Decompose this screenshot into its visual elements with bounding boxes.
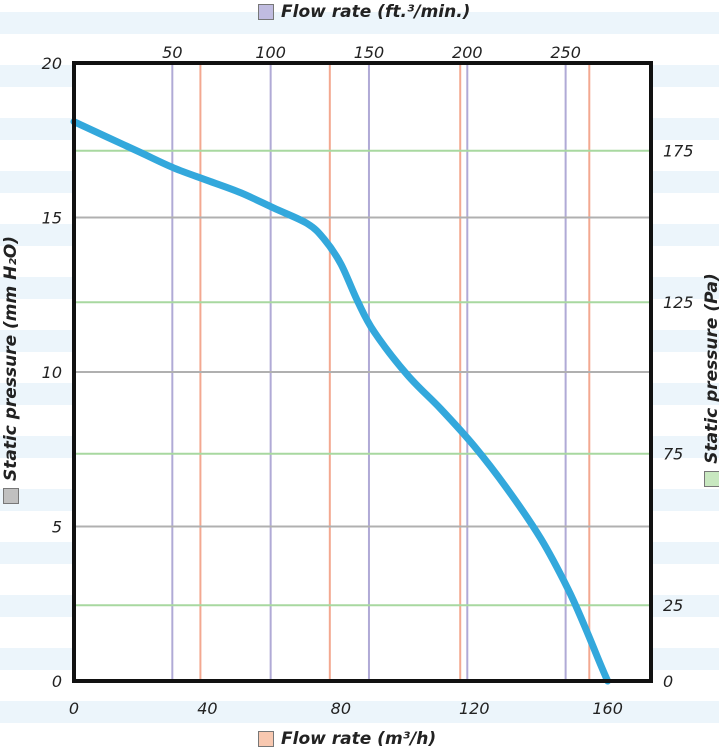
left-axis-swatch — [3, 488, 19, 505]
bottom-tick-label: 120 — [459, 699, 490, 718]
left-axis-label: Static pressure (mm H₂O) — [1, 235, 21, 482]
right-tick-label: 75 — [663, 445, 683, 464]
series-line — [70, 118, 612, 685]
bottom-axis-title: Flow rate (m³/h) — [258, 729, 436, 749]
bottom-axis-label: Flow rate (m³/h) — [281, 729, 437, 749]
bottom-tick-label: 0 — [69, 699, 79, 718]
background-stripe — [0, 701, 719, 723]
top-tick-label: 250 — [550, 43, 581, 62]
bottom-tick-label: 160 — [592, 699, 623, 718]
right-tick-label: 25 — [663, 596, 683, 615]
top-axis-title: Flow rate (ft.³/min.) — [258, 2, 470, 22]
bottom-tick-label: 40 — [197, 699, 217, 718]
right-axis-title: Static pressure (Pa) — [702, 245, 719, 515]
left-tick-label: 10 — [42, 363, 62, 382]
left-tick-label: 5 — [52, 518, 62, 537]
right-tick-label: 175 — [663, 142, 694, 161]
top-axis-swatch — [258, 4, 274, 20]
left-tick-label: 0 — [52, 672, 62, 691]
left-tick-label: 15 — [42, 209, 62, 228]
left-tick-label: 20 — [42, 54, 62, 73]
left-axis-title: Static pressure (mm H₂O) — [1, 235, 21, 505]
bottom-axis-swatch — [258, 731, 274, 747]
top-tick-label: 100 — [255, 43, 286, 62]
background-stripe — [0, 12, 719, 34]
top-tick-label: 150 — [354, 43, 385, 62]
right-tick-label: 0 — [663, 672, 673, 691]
top-tick-label: 200 — [452, 43, 483, 62]
top-tick-label: 50 — [162, 43, 182, 62]
horizontal-gridlines — [74, 149, 651, 607]
right-tick-label: 125 — [663, 293, 694, 312]
bottom-tick-label: 80 — [331, 699, 351, 718]
right-axis-swatch — [704, 470, 719, 487]
top-axis-label: Flow rate (ft.³/min.) — [281, 2, 471, 22]
plot-frame — [72, 61, 653, 683]
right-axis-label: Static pressure (Pa) — [702, 273, 719, 464]
